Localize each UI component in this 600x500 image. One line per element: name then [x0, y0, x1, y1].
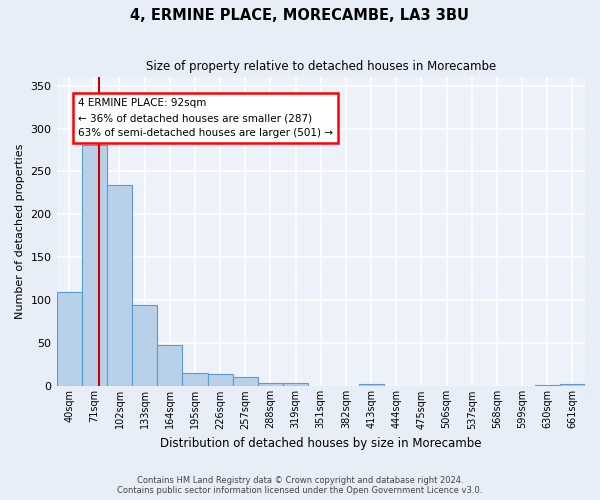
Bar [560, 384, 585, 386]
Bar [56, 292, 82, 386]
Bar [535, 384, 560, 386]
Text: Contains HM Land Registry data © Crown copyright and database right 2024.
Contai: Contains HM Land Registry data © Crown c… [118, 476, 482, 495]
Text: 4 ERMINE PLACE: 92sqm
← 36% of detached houses are smaller (287)
63% of semi-det: 4 ERMINE PLACE: 92sqm ← 36% of detached … [78, 98, 333, 138]
Y-axis label: Number of detached properties: Number of detached properties [15, 144, 25, 320]
Bar [132, 304, 157, 386]
Bar [359, 384, 383, 386]
Bar [157, 345, 182, 387]
Text: 4, ERMINE PLACE, MORECAMBE, LA3 3BU: 4, ERMINE PLACE, MORECAMBE, LA3 3BU [131, 8, 470, 22]
Bar [182, 372, 208, 386]
Bar [107, 185, 132, 386]
Bar [258, 383, 283, 386]
Title: Size of property relative to detached houses in Morecambe: Size of property relative to detached ho… [146, 60, 496, 73]
X-axis label: Distribution of detached houses by size in Morecambe: Distribution of detached houses by size … [160, 437, 482, 450]
Bar [283, 383, 308, 386]
Bar [208, 374, 233, 386]
Bar [233, 377, 258, 386]
Bar [82, 145, 107, 386]
